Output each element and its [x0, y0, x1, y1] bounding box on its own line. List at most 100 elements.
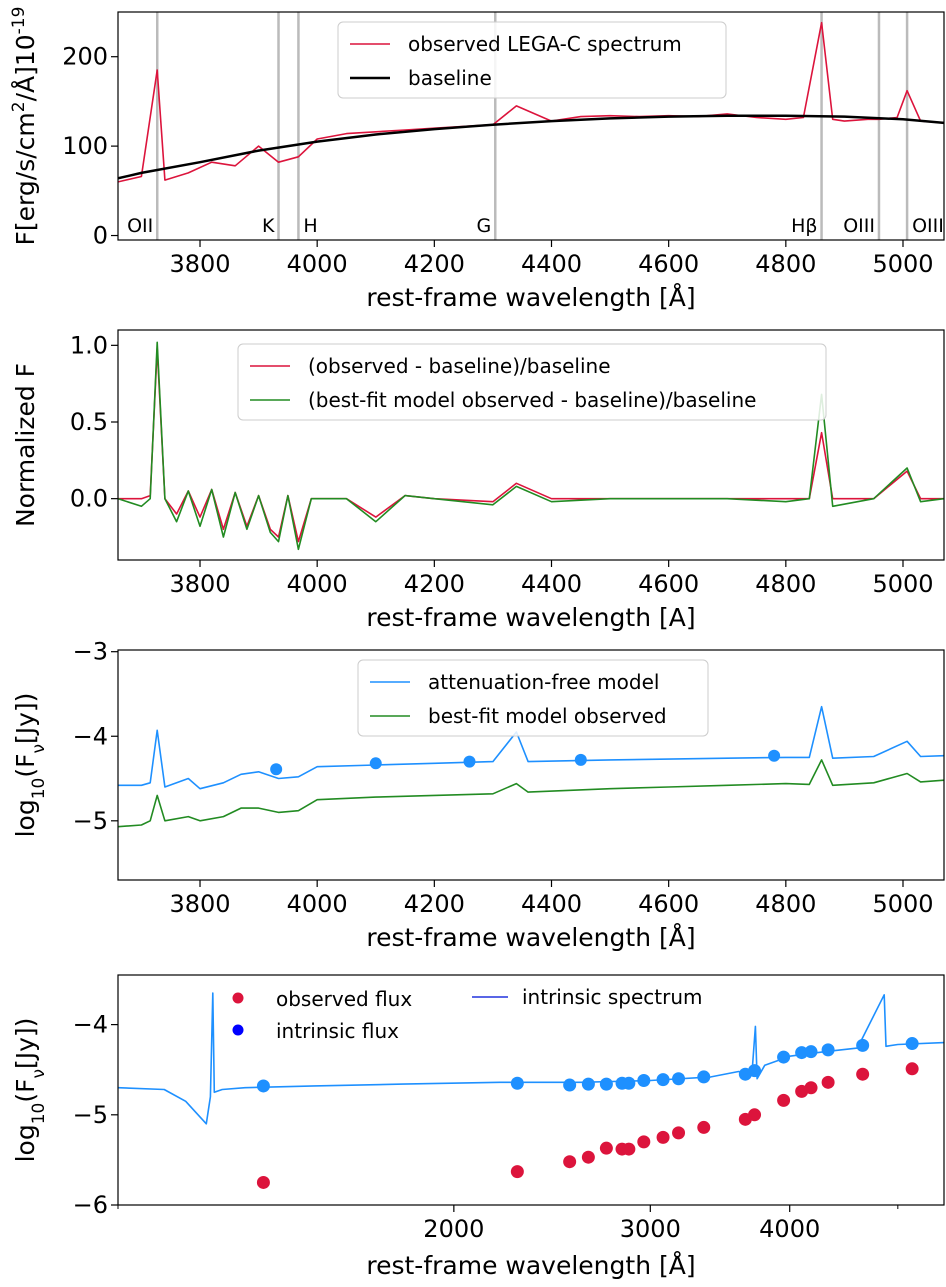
- panel-1: OII K H G Hβ OIII OIII 3800 4000 4200 4400 4600 4800…: [62, 11, 945, 312]
- panel-1-line-label-2: H: [303, 215, 317, 237]
- panel-3-series-1-line: [118, 759, 944, 828]
- panel-1-ytick-label: 100: [62, 132, 108, 160]
- panel-3-y-axis-label: log10(Fν[Jy]): [11, 693, 49, 838]
- panel-3-ytick-label: −4: [73, 722, 108, 750]
- panel-4-legend-label-0: observed flux: [276, 987, 412, 1011]
- panel-4-series-0-point: [821, 1075, 835, 1089]
- panel-1-legend: observed LEGA-C spectrum baseline: [337, 21, 727, 99]
- panel-1-xtick-label: 5000: [872, 250, 933, 278]
- panel-4-series-1-point: [510, 1076, 524, 1090]
- panel-2-frame: [117, 329, 945, 561]
- panel-4-series-0-point: [256, 1175, 270, 1189]
- panel-3-xtick-label: 5000: [872, 890, 933, 918]
- panel-4-series-0-point: [599, 1141, 613, 1155]
- panel-2-xtick-label: 4200: [404, 570, 465, 598]
- panel-2-legend-label-1: (best-fit model observed - baseline)/bas…: [308, 388, 756, 412]
- panel-3-xtick-label: 3800: [169, 890, 230, 918]
- panel-2-series-1-line: [118, 341, 944, 551]
- panel-2-xtick-label: 5000: [872, 570, 933, 598]
- panel-2-legend: (observed - baseline)/baseline (best-fit …: [237, 343, 827, 421]
- panel-1-line-label-4: Hβ: [791, 215, 817, 237]
- panel-2-ytick-label: 0.5: [70, 408, 108, 436]
- panel-4-series-0-point: [637, 1135, 651, 1149]
- panel-3-legend-label-0: attenuation-free model: [428, 670, 659, 694]
- panel-4-series-1-point: [581, 1077, 595, 1091]
- panel-3-ytick-label: −5: [73, 807, 108, 835]
- panel-4-ytick-label: −4: [73, 1011, 108, 1039]
- panel-3-ytick-label: −3: [73, 638, 108, 666]
- panel-3-series-2-point: [270, 763, 283, 776]
- panel-3-series-0-line: [118, 705, 944, 790]
- panel-1-x-axis-label: rest-frame wavelength [Å]: [366, 283, 695, 312]
- panel-4-series-1-point: [563, 1078, 577, 1092]
- panel-1-line-label-5: OIII: [843, 215, 875, 237]
- panel-1-line-label-3: G: [477, 215, 492, 237]
- panel-4-xtick-label: 3000: [620, 1215, 681, 1243]
- panel-1-legend-label-1: baseline: [408, 66, 492, 90]
- panel-2-xtick-label: 4800: [755, 570, 816, 598]
- panel-4: 2000 3000 4000 −4 −5 −6 rest-frame wavelength …: [73, 974, 945, 1280]
- panel-4-series-0-point: [804, 1081, 818, 1095]
- panel-2-xtick-label: 4600: [638, 570, 699, 598]
- panel-4-series-1-point: [256, 1079, 270, 1093]
- panel-3-xtick-label: 4000: [287, 890, 348, 918]
- panel-4-series-0-point: [697, 1120, 711, 1134]
- panel-1-xtick-label: 4200: [404, 250, 465, 278]
- panel-1-frame: [117, 11, 945, 241]
- panel-1-line-label-6: OIII: [912, 215, 944, 237]
- panel-1-series-1-line: [118, 114, 944, 180]
- panel-4-series-0-point: [748, 1108, 762, 1122]
- panel-4-series-1-point: [856, 1038, 870, 1052]
- panel-3: 3800 4000 4200 4400 4600 4800 5000 −3 −4 −5 rest-f…: [73, 638, 945, 952]
- panel-4-series-1-point: [821, 1043, 835, 1057]
- panel-3-xtick-label: 4600: [638, 890, 699, 918]
- panel-4-legend-swatch-1: [232, 1024, 244, 1036]
- panel-4-series-1-point: [599, 1077, 613, 1091]
- panel-3-plot-area: [118, 705, 944, 828]
- panel-2-legend-label-0: (observed - baseline)/baseline: [308, 354, 611, 378]
- panel-1-ytick-label: 200: [62, 43, 108, 71]
- panel-1-legend-box: [337, 21, 727, 99]
- panel-2-plot-area: [118, 341, 944, 551]
- panel-1-xtick-label: 4400: [521, 250, 582, 278]
- panel-4-legend: observed flux intrinsic flux intrinsic spe…: [232, 985, 703, 1043]
- panel-3-series-2-point: [463, 755, 476, 768]
- panel-4-series-0-point: [510, 1165, 524, 1179]
- panel-4-xtick-label: 2000: [423, 1215, 484, 1243]
- panel-3-xtick-label: 4400: [521, 890, 582, 918]
- panel-4-x-axis-label: rest-frame wavelength [Å]: [366, 1251, 695, 1280]
- panel-3-series-2-point: [574, 753, 587, 766]
- panel-2-xtick-label: 3800: [169, 570, 230, 598]
- panel-3-series-2-point: [768, 749, 781, 762]
- panel-2-ytick-label: 1.0: [70, 331, 108, 359]
- panel-4-series-0-point: [905, 1062, 919, 1076]
- panel-4-series-0-point: [656, 1130, 670, 1144]
- panel-4-frame: [117, 974, 945, 1206]
- panel-1-plot-area: [118, 12, 944, 240]
- panel-4-legend-swatch-0: [232, 992, 244, 1004]
- panel-2: 3800 4000 4200 4400 4600 4800 5000 0.0 0.5 1.0 res…: [70, 329, 945, 632]
- panel-4-ytick-label: −5: [73, 1101, 108, 1129]
- panel-4-xtick-label: 4000: [759, 1215, 820, 1243]
- panel-3-legend-label-1: best-fit model observed: [428, 704, 667, 728]
- panel-2-xtick-label: 4000: [287, 570, 348, 598]
- panel-3-xtick-label: 4200: [404, 890, 465, 918]
- panel-4-series-0-point: [777, 1093, 791, 1107]
- panel-3-legend: attenuation-free model best-fit model obs…: [357, 659, 709, 737]
- panel-4-series-0-point: [563, 1155, 577, 1169]
- panel-4-plot-area: [118, 992, 944, 1189]
- panel-2-xtick-label: 4400: [521, 570, 582, 598]
- panel-4-series-1-point: [622, 1076, 636, 1090]
- panel-4-legend-label-1: intrinsic flux: [276, 1019, 399, 1043]
- panel-1-xtick-label: 3800: [169, 250, 230, 278]
- panel-4-series-0-point: [856, 1067, 870, 1081]
- panel-4-legend-label-2: intrinsic spectrum: [522, 985, 703, 1009]
- panel-4-ytick-label: −6: [73, 1191, 108, 1219]
- panel-1-legend-label-0: observed LEGA-C spectrum: [408, 32, 682, 56]
- panel-3-series-2-point: [369, 757, 382, 770]
- panel-3-x-axis-label: rest-frame wavelength [Å]: [366, 923, 695, 952]
- panel-3-frame: [117, 649, 945, 881]
- panel-1-line-label-1: K: [262, 215, 275, 237]
